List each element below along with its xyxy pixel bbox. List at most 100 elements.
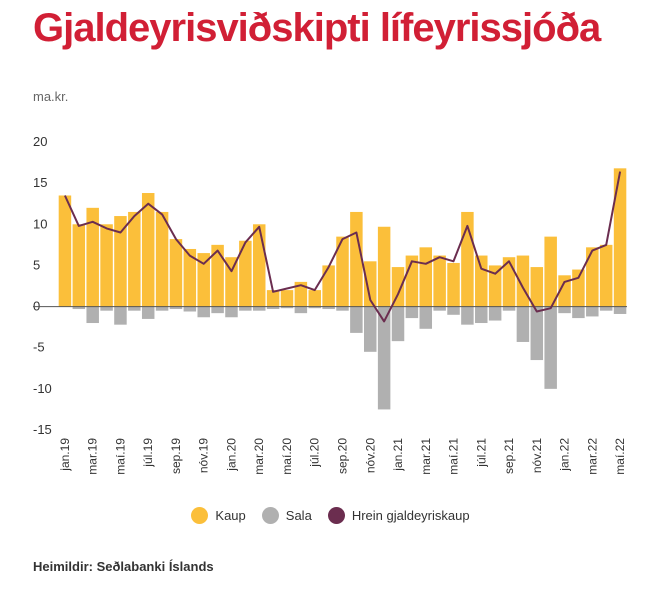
kaup-bar <box>128 211 141 307</box>
sala-bar <box>294 306 308 314</box>
x-tick-label: nóv.20 <box>363 438 377 473</box>
legend-label-sala: Sala <box>285 508 312 523</box>
kaup-swatch-icon <box>191 507 209 524</box>
sala-bar <box>405 306 419 319</box>
sala-bar <box>114 306 127 325</box>
y-tick-labels: 20151050-5-10-15 <box>33 134 52 437</box>
x-tick-label: maí.20 <box>280 438 294 475</box>
sala-bar <box>461 306 474 325</box>
sala-bar <box>447 306 460 315</box>
kaup-bar <box>72 224 86 307</box>
x-tick-label: sep.20 <box>336 438 350 474</box>
hrein-swatch-icon <box>327 507 345 524</box>
sala-bar <box>530 306 544 361</box>
sala-bar <box>586 306 599 317</box>
sala-bar <box>141 306 155 319</box>
sala-bar <box>308 306 321 309</box>
sala-bar <box>516 306 530 342</box>
y-axis-unit-label: ma.kr. <box>33 89 69 104</box>
sala-bars <box>72 306 627 410</box>
sala-bar <box>364 306 377 352</box>
kaup-bar <box>391 267 405 307</box>
sala-bar <box>613 306 627 314</box>
x-tick-label: jan.21 <box>391 438 405 472</box>
source-note: Heimildir: Seðlabanki Íslands <box>33 559 214 574</box>
sala-bar <box>169 306 183 310</box>
x-tick-label: júl.19 <box>141 438 155 468</box>
kaup-bar <box>433 255 446 307</box>
page-title: Gjaldeyrisviðskipti lífeyrissjóða <box>33 6 601 50</box>
sala-bar <box>558 306 571 314</box>
kaup-bar <box>613 168 627 307</box>
kaup-bar <box>350 211 363 307</box>
sala-bar <box>266 306 280 310</box>
x-tick-label: júl.20 <box>308 438 322 468</box>
kaup-bar <box>100 224 113 307</box>
sala-bar <box>239 306 252 311</box>
y-tick-label: -5 <box>33 340 45 355</box>
kaup-bar <box>225 257 238 307</box>
legend: Kaup Sala Hrein gjaldeyriskaup <box>0 507 661 524</box>
sala-bar <box>225 306 238 318</box>
y-tick-label: -15 <box>33 422 52 437</box>
sala-bar <box>155 306 169 311</box>
legend-label-hrein: Hrein gjaldeyriskaup <box>351 508 470 523</box>
kaup-bar <box>336 236 349 307</box>
x-tick-label: nóv.21 <box>530 438 544 473</box>
sala-bar <box>488 306 502 321</box>
kaup-bar <box>86 207 99 307</box>
kaup-bar <box>322 265 335 307</box>
kaup-bar <box>447 262 460 307</box>
kaup-bar <box>266 290 280 307</box>
sala-bar <box>100 306 113 311</box>
y-tick-label: 10 <box>33 216 47 231</box>
sala-bar <box>183 306 197 312</box>
legend-label-kaup: Kaup <box>215 508 246 523</box>
sala-bar <box>419 306 433 329</box>
sala-bar <box>475 306 488 324</box>
kaup-bar <box>364 261 377 307</box>
x-tick-label: jan.19 <box>58 438 72 472</box>
sala-swatch-icon <box>261 507 279 524</box>
kaup-bars <box>58 168 627 307</box>
kaup-bar <box>308 290 321 307</box>
kaup-bar <box>58 195 72 307</box>
kaup-bar <box>141 193 155 307</box>
x-tick-label: jan.22 <box>558 438 572 472</box>
x-tick-labels: jan.19 mar.19 maí.19 júl.19 sep.19 nóv.19 jan.… <box>58 438 627 475</box>
sala-bar <box>572 306 585 319</box>
sala-bar <box>252 306 266 311</box>
kaup-bar <box>169 239 183 307</box>
x-tick-label: mar.20 <box>252 438 266 475</box>
kaup-bar <box>558 275 571 307</box>
kaup-bar <box>475 255 488 307</box>
kaup-bar <box>183 248 197 307</box>
kaup-bar <box>197 253 210 307</box>
kaup-bar <box>211 244 224 307</box>
kaup-bar <box>586 247 599 307</box>
sala-bar <box>72 306 86 310</box>
kaup-bar <box>155 211 169 307</box>
sala-bar <box>336 306 349 311</box>
sala-bar <box>280 306 294 309</box>
sala-bar <box>502 306 516 311</box>
kaup-bar <box>419 247 433 307</box>
x-tick-label: nóv.19 <box>197 438 211 473</box>
y-tick-label: -10 <box>33 381 52 396</box>
kaup-bar <box>572 269 585 307</box>
sala-bar <box>197 306 210 318</box>
y-tick-label: 5 <box>33 257 40 272</box>
x-tick-label: mar.21 <box>419 438 433 475</box>
sala-bar <box>391 306 405 342</box>
x-tick-label: sep.19 <box>169 438 183 474</box>
kaup-bar <box>294 281 308 307</box>
kaup-bar <box>544 236 557 307</box>
legend-item-kaup: Kaup <box>191 507 246 524</box>
kaup-bar <box>239 240 252 307</box>
kaup-bar <box>252 224 266 307</box>
kaup-bar <box>502 257 516 307</box>
kaup-bar <box>488 265 502 307</box>
kaup-bar <box>530 267 544 307</box>
x-tick-label: mar.22 <box>585 438 599 475</box>
chart-area: 20151050-5-10-15 jan.19mar.19maí.19júl.1… <box>33 134 627 475</box>
